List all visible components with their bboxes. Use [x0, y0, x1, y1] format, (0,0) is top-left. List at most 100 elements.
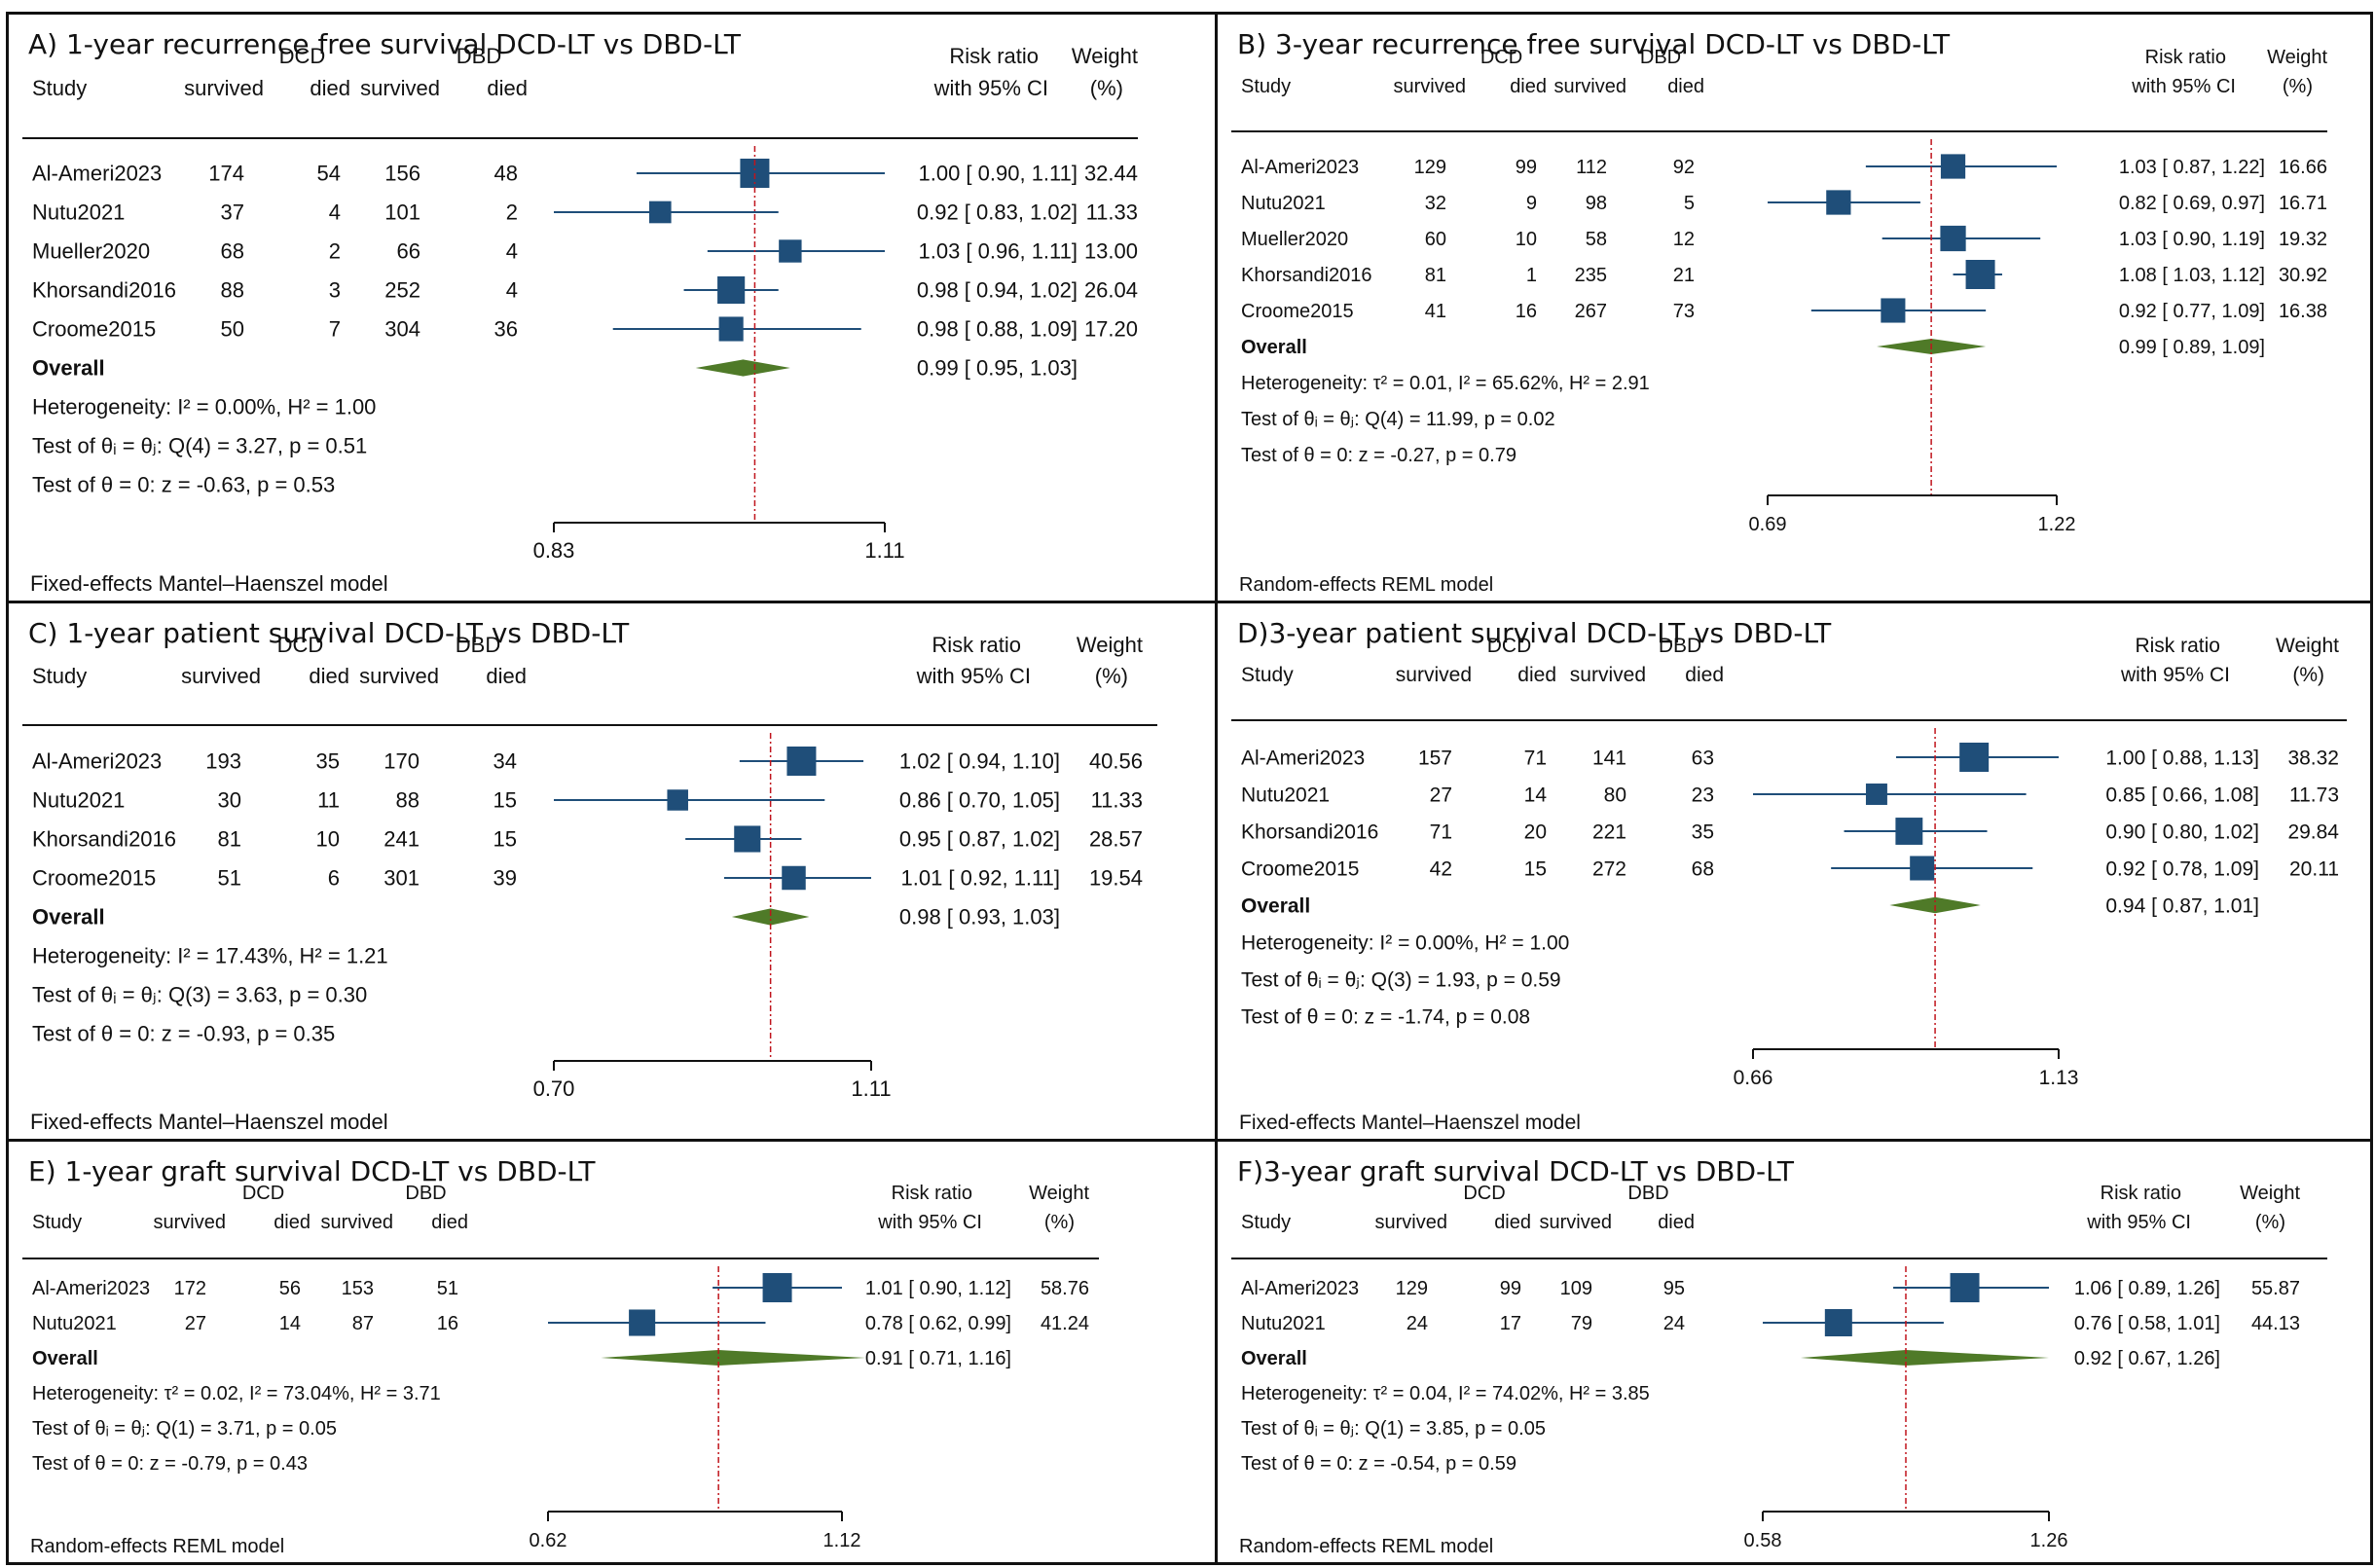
- header-weight-unit: (%): [1090, 76, 1123, 100]
- dcd-survived-value: 129: [1414, 157, 1446, 178]
- header-dbd: DBD: [456, 633, 500, 657]
- study-name: Croome2015: [1241, 301, 1354, 322]
- effect-marker: [1959, 743, 1990, 772]
- x-tick-label: 1.11: [851, 1076, 891, 1101]
- header-study: Study: [1241, 76, 1291, 97]
- overall-ci: 0.91 [ 0.71, 1.16]: [865, 1348, 1011, 1369]
- dbd-survived-value: 272: [1592, 857, 1626, 880]
- header-weight-unit: (%): [2292, 664, 2324, 686]
- statistics-line: Test of θᵢ = θⱼ: Q(3) = 3.63, p = 0.30: [32, 983, 367, 1007]
- header-with-ci: with 95% CI: [916, 664, 1031, 688]
- model-note: Fixed-effects Mantel–Haenszel model: [30, 1110, 388, 1134]
- model-note: Random-effects REML model: [1239, 574, 1493, 596]
- study-name: Khorsandi2016: [32, 827, 176, 852]
- effect-marker: [667, 789, 688, 811]
- risk-ratio-ci: 0.92 [ 0.83, 1.02]: [917, 201, 1078, 225]
- x-tick-label: 0.83: [533, 538, 575, 563]
- dcd-survived-value: 193: [205, 749, 241, 774]
- study-weight: 16.38: [2279, 301, 2327, 322]
- dbd-died-value: 68: [1692, 857, 1714, 880]
- study-weight: 11.33: [1091, 788, 1143, 813]
- effect-marker: [1895, 818, 1923, 845]
- forest-plot-e: DCD DBD Study survived died survived died Risk …: [22, 1183, 1099, 1557]
- effect-marker: [762, 1273, 792, 1302]
- risk-ratio-ci: 1.03 [ 0.96, 1.11]: [919, 239, 1078, 264]
- dbd-survived-value: 170: [384, 749, 420, 774]
- risk-ratio-ci: 1.01 [ 0.90, 1.12]: [865, 1278, 1011, 1299]
- x-tick-label: 0.66: [1734, 1067, 1773, 1089]
- header-dbd-died: died: [486, 664, 527, 688]
- dbd-survived-value: 80: [1604, 784, 1626, 806]
- dcd-died-value: 10: [1516, 229, 1537, 250]
- dbd-survived-value: 252: [384, 278, 420, 303]
- header-dbd: DBD: [1640, 47, 1681, 68]
- effect-marker: [1881, 298, 1906, 323]
- risk-ratio-ci: 0.92 [ 0.78, 1.09]: [2105, 857, 2259, 880]
- risk-ratio-ci: 0.98 [ 0.94, 1.02]: [917, 278, 1078, 303]
- statistics-line: Test of θ = 0: z = -0.93, p = 0.35: [32, 1022, 335, 1046]
- header-weight: Weight: [2240, 1183, 2300, 1204]
- dbd-died-value: 34: [493, 749, 517, 774]
- risk-ratio-ci: 1.06 [ 0.89, 1.26]: [2074, 1278, 2220, 1299]
- statistics-line: Test of θᵢ = θⱼ: Q(4) = 3.27, p = 0.51: [32, 434, 367, 458]
- dcd-died-value: 54: [317, 162, 341, 186]
- header-dbd: DBD: [457, 44, 501, 68]
- header-with-ci: with 95% CI: [877, 1212, 982, 1233]
- overall-diamond: [731, 908, 810, 926]
- header-dbd-died: died: [1667, 76, 1704, 97]
- risk-ratio-ci: 1.02 [ 0.94, 1.10]: [899, 749, 1060, 774]
- panel-f: F)3-year graft survival DCD-LT vs DBD-LT…: [1215, 1139, 2373, 1565]
- dbd-died-value: 15: [493, 788, 517, 813]
- effect-marker: [779, 239, 802, 263]
- study-weight: 13.00: [1084, 239, 1138, 264]
- dcd-survived-value: 71: [1430, 820, 1452, 843]
- overall-ci: 0.92 [ 0.67, 1.26]: [2074, 1348, 2220, 1369]
- dbd-died-value: 51: [437, 1278, 458, 1299]
- model-note: Fixed-effects Mantel–Haenszel model: [30, 571, 388, 596]
- study-weight: 19.54: [1089, 866, 1143, 891]
- study-name: Mueller2020: [32, 239, 150, 264]
- dbd-died-value: 95: [1663, 1278, 1685, 1299]
- dcd-survived-value: 42: [1430, 857, 1452, 880]
- statistics-line: Test of θᵢ = θⱼ: Q(3) = 1.93, p = 0.59: [1241, 968, 1561, 991]
- effect-marker: [1865, 784, 1887, 805]
- study-name: Khorsandi2016: [32, 278, 176, 303]
- dcd-died-value: 4: [329, 201, 341, 225]
- dbd-survived-value: 98: [1586, 193, 1607, 214]
- study-name: Croome2015: [32, 317, 156, 342]
- header-with-ci: with 95% CI: [2086, 1212, 2191, 1233]
- header-dcd-survived: survived: [154, 1212, 226, 1233]
- panel-a: A) 1-year recurrence free survival DCD-L…: [6, 12, 1218, 603]
- header-study: Study: [32, 76, 87, 100]
- x-tick-label: 1.11: [864, 538, 904, 563]
- header-dbd: DBD: [405, 1183, 446, 1204]
- header-weight-unit: (%): [2283, 76, 2313, 97]
- panel-title: F)3-year graft survival DCD-LT vs DBD-LT: [1237, 1155, 1794, 1187]
- overall-ci: 0.94 [ 0.87, 1.01]: [2105, 894, 2259, 917]
- dbd-died-value: 24: [1663, 1313, 1685, 1334]
- risk-ratio-ci: 0.78 [ 0.62, 0.99]: [865, 1313, 1011, 1334]
- panel-title: A) 1-year recurrence free survival DCD-L…: [28, 28, 742, 60]
- forest-plot-f: DCD DBD Study survived died survived died Risk …: [1231, 1183, 2327, 1557]
- header-dcd-survived: survived: [1375, 1212, 1447, 1233]
- study-name: Croome2015: [32, 866, 156, 891]
- statistics-line: Test of θᵢ = θⱼ: Q(1) = 3.71, p = 0.05: [32, 1418, 337, 1440]
- x-tick-label: 1.22: [2038, 514, 2076, 535]
- dbd-died-value: 63: [1692, 747, 1714, 769]
- study-name: Nutu2021: [32, 788, 125, 813]
- statistics-line: Heterogeneity: τ² = 0.01, I² = 65.62%, H…: [1241, 373, 1650, 394]
- dbd-survived-value: 267: [1575, 301, 1607, 322]
- risk-ratio-ci: 0.85 [ 0.66, 1.08]: [2105, 784, 2259, 806]
- header-with-ci: with 95% CI: [2120, 664, 2230, 686]
- model-note: Random-effects REML model: [30, 1536, 284, 1557]
- header-dcd-died: died: [1494, 1212, 1531, 1233]
- header-dcd: DCD: [1463, 1183, 1505, 1204]
- risk-ratio-ci: 1.03 [ 0.87, 1.22]: [2119, 157, 2265, 178]
- panel-c: C) 1-year patient survival DCD-LT vs DBD…: [6, 601, 1218, 1142]
- panel-title: D)3-year patient survival DCD-LT vs DBD-…: [1237, 617, 1832, 649]
- dcd-died-value: 14: [1524, 784, 1548, 806]
- dcd-died-value: 17: [1500, 1313, 1521, 1334]
- dcd-survived-value: 60: [1425, 229, 1446, 250]
- dcd-survived-value: 172: [174, 1278, 206, 1299]
